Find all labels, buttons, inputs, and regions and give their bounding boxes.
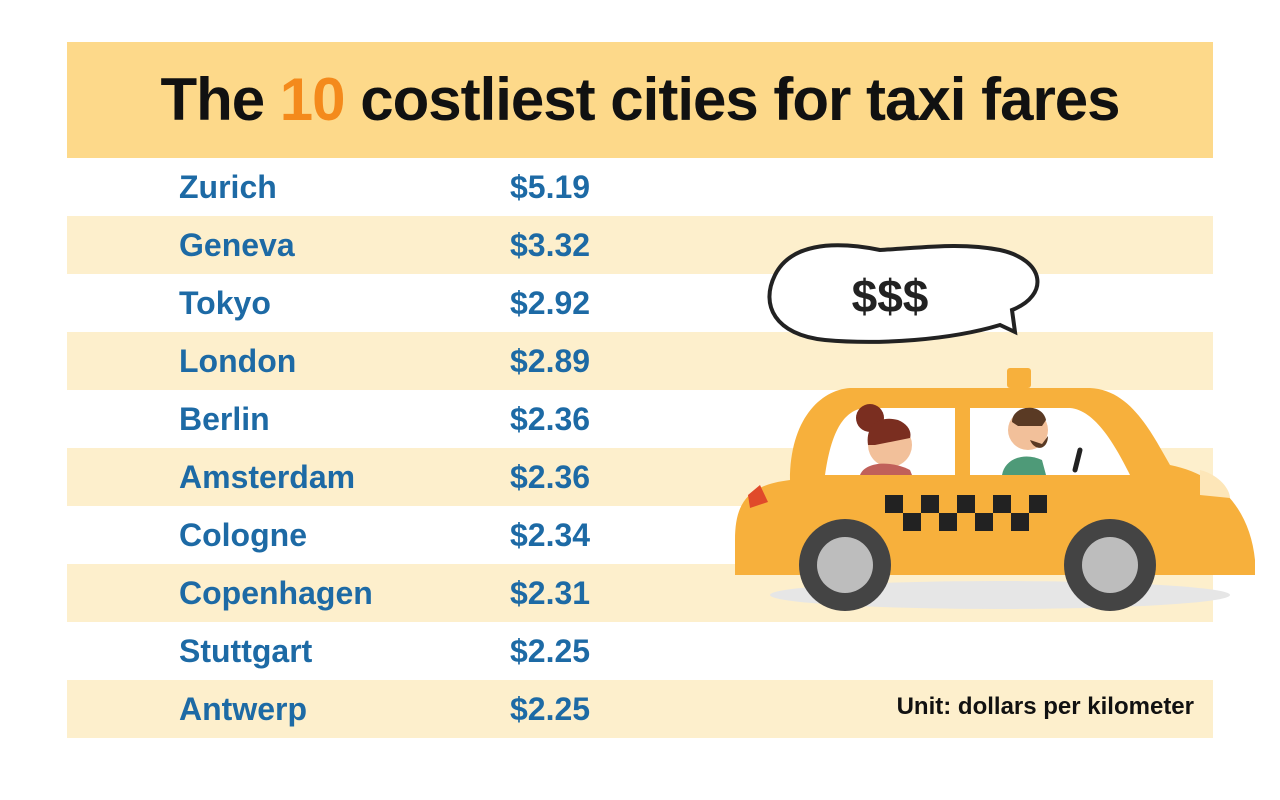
city-name: Antwerp [179, 691, 307, 727]
table-row: Cologne $2.34 [67, 506, 1213, 564]
city-name: Amsterdam [179, 459, 356, 495]
table-row: Tokyo $2.92 [67, 274, 1213, 332]
title-part-1: The [160, 66, 280, 133]
city-name: Cologne [179, 517, 307, 553]
table-row: Zurich $5.19 [67, 158, 1213, 216]
fare-value: $2.92 [510, 285, 591, 321]
title-highlight-number: 10 [279, 66, 346, 133]
bubble-dollar-text: $$$ [852, 270, 929, 322]
fare-value: $2.31 [510, 575, 591, 611]
city-name: London [179, 343, 297, 379]
chart-title: The 10 costliest cities for taxi fares [67, 42, 1213, 158]
table-row: Stuttgart $2.25 [67, 622, 1213, 680]
taxi-illustration: $$$ [735, 243, 1255, 611]
city-name: Stuttgart [179, 633, 313, 669]
taxi-car-icon [735, 368, 1255, 611]
city-name: Berlin [179, 401, 270, 437]
fare-value: $5.19 [510, 169, 591, 205]
unit-note: Unit: dollars per kilometer [896, 693, 1194, 720]
city-name: Zurich [179, 169, 277, 205]
fare-value: $2.25 [510, 691, 591, 727]
speech-bubble-icon: $$$ [767, 243, 1040, 344]
fare-value: $2.34 [510, 517, 591, 553]
city-name: Geneva [179, 227, 295, 263]
fare-value: $3.32 [510, 227, 591, 263]
fare-value: $2.25 [510, 633, 591, 669]
table-row: Antwerp $2.25 [67, 680, 1213, 738]
table-row: Berlin $2.36 [67, 390, 1213, 448]
city-name: Copenhagen [179, 575, 373, 611]
city-name: Tokyo [179, 285, 271, 321]
fare-value: $2.89 [510, 343, 591, 379]
title-banner: The 10 costliest cities for taxi fares [67, 42, 1213, 158]
fare-value: $2.36 [510, 401, 591, 437]
title-part-3: costliest cities for taxi fares [344, 66, 1120, 133]
fare-value: $2.36 [510, 459, 591, 495]
